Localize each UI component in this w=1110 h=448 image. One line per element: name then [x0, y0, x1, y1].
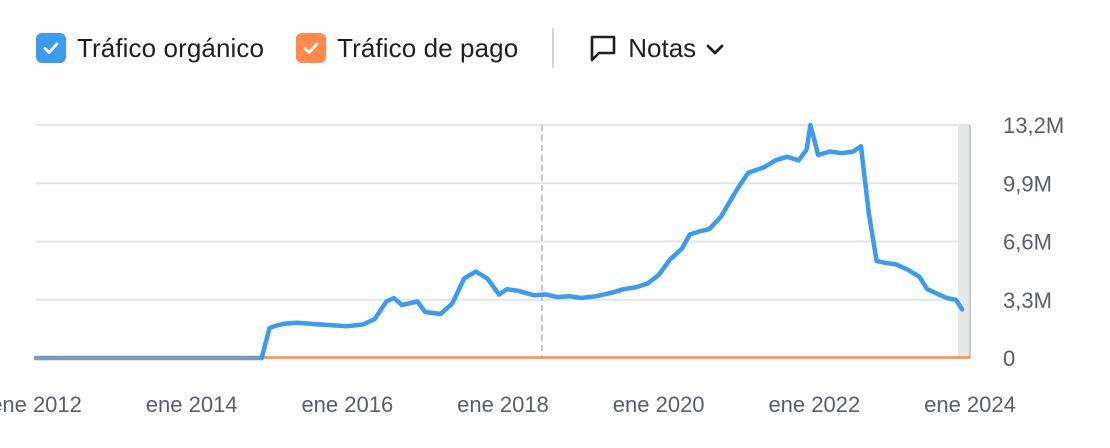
paid-checkbox[interactable]	[296, 33, 327, 63]
x-tick-label: ene 2014	[146, 392, 238, 417]
check-icon	[43, 42, 59, 54]
chat-bubble-icon	[588, 33, 618, 63]
y-tick-label: 6,6M	[1003, 230, 1052, 255]
y-tick-label: 0	[1003, 346, 1015, 371]
notes-dropdown[interactable]: Notas	[588, 33, 724, 64]
legend-item-paid[interactable]: Tráfico de pago	[296, 33, 518, 64]
y-tick-label: 9,9M	[1003, 171, 1052, 196]
y-tick-label: 13,2M	[1003, 113, 1064, 138]
latest-period-band	[958, 125, 970, 358]
organic-checkbox[interactable]	[36, 33, 66, 63]
organic-traffic-line	[259, 122, 965, 361]
chevron-down-icon	[706, 44, 724, 56]
x-tick-label: ene 2024	[924, 392, 1016, 417]
y-tick-label: 3,3M	[1003, 288, 1052, 313]
legend-item-organic[interactable]: Tráfico orgánico	[36, 33, 264, 64]
x-tick-label: ene 2022	[768, 392, 860, 417]
legend-label-paid: Tráfico de pago	[337, 32, 519, 63]
legend-label-organic: Tráfico orgánico	[77, 32, 265, 63]
check-icon	[303, 42, 319, 54]
legend: Tráfico orgánico Tráfico de pago Notas	[36, 28, 724, 68]
x-tick-label: ene 2018	[457, 392, 549, 417]
x-tick-label: ene 2016	[301, 392, 393, 417]
legend-divider	[552, 28, 555, 68]
notes-label: Notas	[628, 32, 697, 63]
x-tick-label: ene 2020	[613, 392, 705, 417]
x-tick-label: ene 2012	[0, 392, 82, 417]
